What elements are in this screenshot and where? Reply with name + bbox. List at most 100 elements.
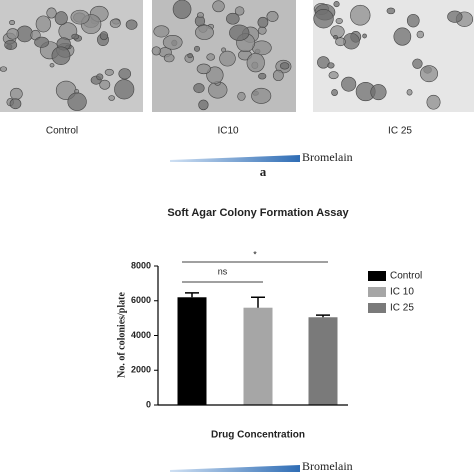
error-bar [316,314,330,318]
y-axis-label: No. of colonies/plate [116,292,127,378]
colony [335,37,346,47]
chart-title: Soft Agar Colony Formation Assay [167,207,349,219]
colony [416,30,425,39]
colony [153,25,170,38]
colony [34,36,50,48]
colony [331,89,338,96]
colony [46,7,57,19]
colony [406,89,413,96]
colony [96,73,104,81]
bar [243,307,273,405]
colony [272,69,284,82]
colony [99,31,109,41]
legend-label: Control [390,271,422,282]
colony [151,46,161,56]
colony [257,26,267,35]
colony [447,10,463,23]
gradient-label: Bromelain [302,150,353,164]
colony [313,8,334,29]
bar [177,297,207,405]
colony [54,11,68,26]
colony [333,1,340,8]
colony [335,17,343,24]
colony [257,16,269,28]
gradient-wedge [170,155,300,162]
colony [341,76,357,92]
colony [246,52,265,73]
colony [317,56,330,69]
colony [234,6,245,16]
x-axis-label: Drug Concentration [211,430,305,441]
legend-swatch [368,271,386,281]
colony [108,95,115,101]
colony [406,13,420,28]
colony [16,25,33,43]
y-tick-label: 6000 [131,295,151,305]
colony [198,99,209,111]
bar [308,317,338,405]
colony [412,58,423,69]
colony [219,50,236,67]
colony [49,63,55,68]
legend-label: IC 10 [390,287,414,298]
colony [350,4,371,26]
colony [4,39,18,50]
colony [237,91,246,101]
y-tick-label: 2000 [131,365,151,375]
legend-swatch [368,303,386,313]
colony [194,45,201,52]
error-bar [185,292,199,298]
colony [187,53,193,59]
y-tick-label: 8000 [131,260,151,270]
colony [327,62,335,69]
error-bar [251,296,265,308]
colony [99,79,111,90]
colony [114,79,135,100]
colony [221,47,227,53]
colony [280,62,290,70]
colony [226,12,240,25]
colony [109,18,121,28]
colony [163,53,175,63]
colony [35,15,52,33]
colony [266,11,279,22]
colony [206,66,224,84]
colony [229,24,250,41]
gradient-wedge [170,465,300,472]
colony [196,63,211,75]
colony [251,40,272,56]
colony [420,65,438,83]
colony [51,46,71,65]
colony [9,20,16,26]
colony [333,34,338,40]
y-tick-label: 4000 [131,330,151,340]
colony [0,66,8,72]
colony [195,24,214,40]
colony [9,98,22,110]
colony [362,33,367,39]
colony [104,68,114,76]
colony [206,53,215,61]
colony [426,94,441,110]
panel-label: Control [46,126,78,137]
colony [193,83,205,94]
colony [328,71,339,80]
annotation: * [253,249,257,259]
colony [258,72,267,80]
colony [71,33,80,40]
annotation: ns [218,266,228,276]
panel-label: IC 25 [388,126,412,137]
legend-label: IC 25 [390,303,414,314]
colony [172,0,192,19]
colony [162,35,183,50]
colony [70,9,90,25]
colony [370,84,387,101]
colony [196,12,204,19]
y-tick-label: 0 [146,399,151,409]
colony [212,0,225,13]
panel-letter: a [260,164,267,179]
colony [9,87,23,100]
colony [6,28,20,40]
panel-label: IC10 [217,126,239,137]
